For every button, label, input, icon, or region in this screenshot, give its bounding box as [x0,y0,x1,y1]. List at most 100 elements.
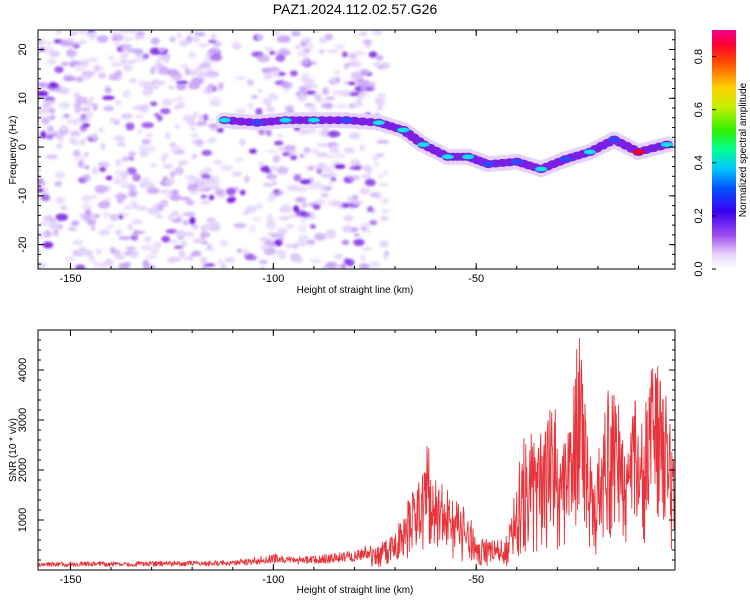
spectrogram-ridge-point [608,137,621,143]
snr-y-tick-label: 2000 [17,458,29,482]
spectrogram-noise-blob [206,73,217,79]
spectrogram-noise-blob [270,165,277,171]
spectrogram-noise-blob [184,67,190,76]
spectrogram-noise-blob [349,132,361,140]
spectrogram-noise-blob [239,138,246,146]
spectrogram-noise-blob [43,215,54,221]
spectrogram-noise-blob [191,154,198,160]
spectrogram-noise-blob [159,189,173,195]
spectrogram-noise-blob [276,166,289,175]
spectrogram-noise-blob [244,175,250,183]
spectrogram-noise-blob [47,58,57,65]
spectrogram-noise-blob [142,266,149,269]
spectrogram-noise-blob [182,212,196,217]
spectrogram-noise-blob [301,72,310,80]
spectrogram-noise-blob [299,153,305,159]
spectrogram-noise-blob [376,152,385,158]
spectrogram-noise-blob [128,156,134,161]
spectrogram-noise-blob [167,256,177,264]
spectrogram-noise-blob [306,104,317,112]
spectrogram-noise-blob [58,101,71,109]
spectrogram-noise-blob [298,128,311,135]
spectrogram-noise-blob [70,30,78,36]
colorbar-gradient [712,30,736,269]
spectrogram-noise-blob [129,78,138,83]
spectrogram-noise-blob [299,59,311,67]
spectrogram-noise-blob [271,233,284,238]
spectrogram-noise-blob [234,156,244,163]
spectrogram-noise-blob [99,166,107,172]
spectrogram-noise-blob [84,165,90,170]
spectrogram-noise-blob [275,54,286,62]
spectrogram-noise-blob [157,204,165,212]
spectrogram-noise-blob [273,30,280,36]
spectrogram-x-tick-label: -100 [262,273,284,285]
snr-y-tick-label: 4000 [17,358,29,382]
spectrogram-noise-blob [133,229,140,236]
spectrogram-noise-blob [268,192,278,200]
spectrogram-noise-blob [204,180,210,186]
spectrogram-noise-blob [56,143,63,150]
spectrogram-noise-blob [277,189,286,197]
spectrogram-noise-blob [38,262,47,269]
spectrogram-noise-blob [319,37,327,44]
spectrogram-noise-blob [274,239,283,247]
spectrogram-noise-blob [316,143,328,148]
spectrogram-noise-blob [319,184,326,192]
snr-y-axis-label: SNR (10 * v/v) [8,418,19,482]
spectrogram-noise-blob [329,149,340,154]
spectrogram-noise-blob [71,220,80,226]
spectrogram-noise-blob [152,241,163,249]
spectrogram-noise-blob [164,131,171,140]
spectrogram-noise-blob [146,187,160,195]
spectrogram-ridge-point [372,120,385,126]
spectrogram-noise-blob [293,255,303,263]
spectrogram-noise-blob [38,90,49,97]
spectrogram-noise-blob [171,218,181,223]
spectrogram-noise-blob [325,102,333,110]
spectrogram-x-ticks: -150 -100 -50 [59,30,639,285]
spectrogram-noise-blob [116,253,123,259]
spectrogram-noise-blob [141,122,154,129]
spectrogram-noise-blob [334,43,345,50]
spectrogram-noise-blob [74,155,86,162]
spectrogram-noise-blob [210,33,217,41]
spectrogram-noise-blob [264,240,277,247]
spectrogram-noise-blob [208,123,219,129]
spectrogram-noise-blob [131,219,143,225]
spectrogram-noise-blob [112,36,118,42]
spectrogram-ridge-point [251,120,264,126]
spectrogram-noise-blob [297,234,310,241]
spectrogram-noise-blob [318,130,331,136]
spectrogram-noise-blob [284,243,295,249]
spectrogram-noise-blob [180,240,187,247]
spectrogram-noise-blob [125,122,135,131]
spectrogram-noise-blob [375,99,386,106]
spectrogram-noise-blob [285,224,295,229]
spectrogram-noise-blob [218,82,224,90]
spectrogram-ridge-band [332,116,345,125]
spectrogram-noise-blob [72,239,84,246]
spectrogram-noise-blob [201,149,213,156]
spectrogram-noise-blob [369,192,377,198]
spectrogram-noise-blob [143,235,152,243]
spectrogram-noise-blob [217,258,224,265]
spectrogram-noise-blob [108,55,115,61]
spectrogram-ridge-point [510,159,523,165]
spectrogram-noise-blob [383,170,389,175]
colorbar-label: Normalized spectral amplitude [738,82,749,217]
spectrogram-noise-blob [193,179,207,188]
spectrogram-noise-blob [348,59,359,67]
spectrogram-noise-blob [128,189,138,198]
spectrogram-noise-blob [257,88,263,93]
spectrogram-noise-blob [114,169,123,176]
spectrogram-noise-blob [195,66,204,72]
spectrogram-noise-blob [135,205,148,211]
spectrogram-noise-blob [226,197,235,204]
spectrogram-ridge-point [279,117,292,123]
spectrogram-noise-blob [115,176,128,185]
spectrogram-noise-blob [300,179,311,185]
spectrogram-noise-blob [74,108,81,113]
spectrogram-noise-blob [92,131,99,140]
spectrogram-noise-blob [376,105,383,111]
